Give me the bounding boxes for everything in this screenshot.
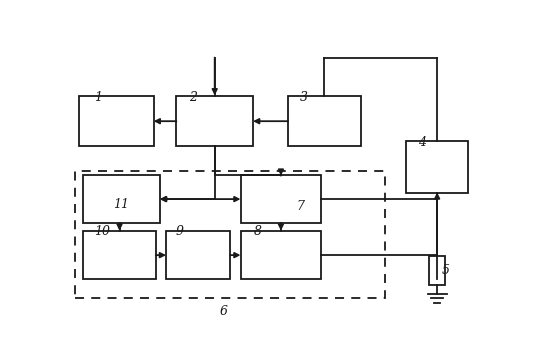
Text: 9: 9 <box>176 225 184 238</box>
Text: 1: 1 <box>93 91 101 104</box>
Bar <box>240 231 321 279</box>
Text: 8: 8 <box>254 225 262 238</box>
Bar <box>176 96 253 147</box>
Bar <box>83 231 156 279</box>
Text: 4: 4 <box>419 136 427 149</box>
Bar <box>240 175 321 223</box>
Bar <box>288 96 360 147</box>
Bar <box>83 175 160 223</box>
Text: 6: 6 <box>220 305 228 318</box>
Bar <box>79 96 154 147</box>
Text: 3: 3 <box>300 91 308 104</box>
Bar <box>166 231 230 279</box>
Text: 5: 5 <box>441 263 449 277</box>
Bar <box>406 141 468 193</box>
Text: 7: 7 <box>296 201 304 213</box>
Text: 11: 11 <box>114 198 130 211</box>
Bar <box>429 256 445 284</box>
Bar <box>75 171 386 298</box>
Text: 10: 10 <box>93 225 109 238</box>
Text: 2: 2 <box>189 91 197 104</box>
